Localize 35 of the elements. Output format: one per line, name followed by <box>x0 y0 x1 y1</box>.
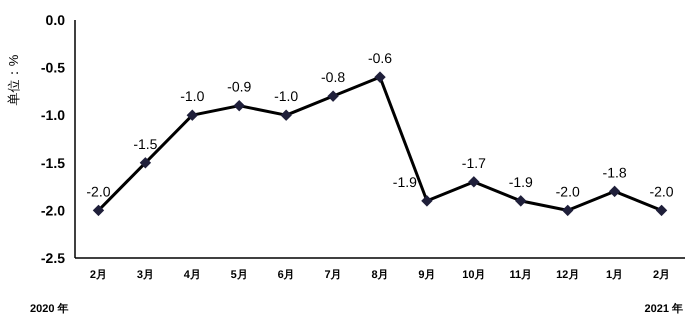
x-tick-label: 9月 <box>418 269 436 281</box>
y-tick-label: -2.5 <box>40 250 66 266</box>
y-tick-label: 0.0 <box>46 12 66 28</box>
x-tick-label: 7月 <box>324 269 342 281</box>
x-tick-label: 2月 <box>652 269 670 281</box>
data-label: -0.6 <box>368 50 392 66</box>
x-tick-label: 6月 <box>278 269 295 281</box>
text: 2020 年 <box>30 302 69 315</box>
x-tick-label: 4月 <box>184 269 201 281</box>
x-tick-label: 5月 <box>230 269 248 281</box>
x-tick-label: 11月 <box>509 269 532 281</box>
data-label: -2.0 <box>86 183 111 200</box>
y-axis-title: 单位：% <box>6 54 21 106</box>
x-tick-label: 10月 <box>462 269 486 281</box>
y-tick-label: -1.0 <box>40 107 66 124</box>
data-label: -1.7 <box>462 154 486 171</box>
data-label: -0.8 <box>321 69 346 86</box>
data-label: -2.0 <box>649 183 674 200</box>
data-label: -1.0 <box>180 88 205 104</box>
x-tick-label: 1月 <box>606 269 624 281</box>
data-label: -2.0 <box>556 183 580 200</box>
y-tick-label: -0.5 <box>40 60 66 76</box>
x-tick-label: 3月 <box>136 269 154 281</box>
data-label: -0.9 <box>227 78 252 95</box>
x-tick-label: 8月 <box>371 269 389 281</box>
x-tick-label: 2月 <box>90 269 108 281</box>
x-tick-label: 12月 <box>556 269 580 281</box>
text: 2021 年 <box>644 302 683 315</box>
data-label: -1.8 <box>602 164 627 180</box>
data-label: -1.9 <box>508 174 534 190</box>
y-tick-label: -2.0 <box>40 202 66 218</box>
y-tick-label: -1.5 <box>40 154 66 171</box>
data-label: -1.9 <box>392 174 418 190</box>
data-label: -1.5 <box>133 136 158 152</box>
data-label: -1.0 <box>274 88 298 104</box>
